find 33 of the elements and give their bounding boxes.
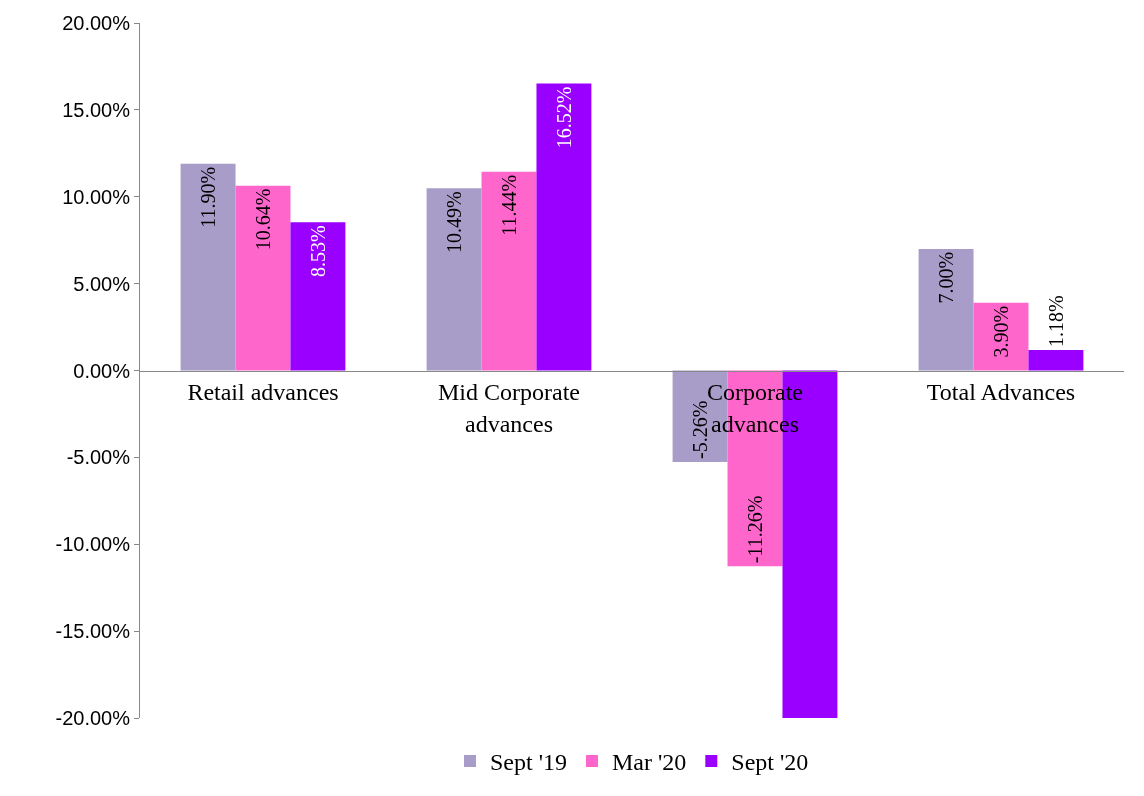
y-tick-label: -5.00%	[66, 446, 131, 469]
bar	[918, 248, 974, 371]
y-tick-label: -20.00%	[55, 707, 131, 729]
y-tick-label: 0.00%	[73, 359, 131, 382]
data-label: 8.53%	[306, 225, 329, 277]
bar	[1028, 350, 1084, 371]
x-tick-label: Mid Corporate advances	[438, 379, 580, 437]
data-label: 7.00%	[935, 251, 958, 304]
bar	[481, 171, 537, 371]
legend-label: Mar '20	[612, 749, 687, 776]
data-label: 11.44%	[498, 174, 520, 236]
data-label: -11.26%	[744, 495, 766, 564]
data-label: 1.18%	[1044, 295, 1067, 347]
y-tick-label: 15.00%	[62, 98, 131, 121]
y-tick-label: 5.00%	[73, 272, 131, 295]
x-tick-label: Total Advances	[926, 379, 1076, 406]
data-label: 10.64%	[252, 188, 274, 251]
data-label: 16.52%	[552, 86, 575, 149]
bar	[235, 185, 291, 371]
x-tick-label: Retail advances	[187, 379, 339, 406]
y-tick-label: -15.00%	[55, 620, 131, 643]
data-label: 11.90%	[197, 166, 220, 228]
bar	[290, 222, 346, 371]
legend-label: Sept '19	[490, 749, 567, 776]
bar	[426, 188, 482, 371]
bar	[180, 163, 236, 371]
data-label: 10.49%	[443, 191, 466, 253]
y-tick-label: 10.00%	[62, 185, 131, 208]
bar	[536, 83, 592, 371]
legend-label: Sept '20	[731, 749, 809, 776]
y-tick-label: -10.00%	[55, 533, 131, 556]
data-label: 3.90%	[990, 305, 1012, 358]
y-tick-label: 20.00%	[62, 12, 131, 34]
